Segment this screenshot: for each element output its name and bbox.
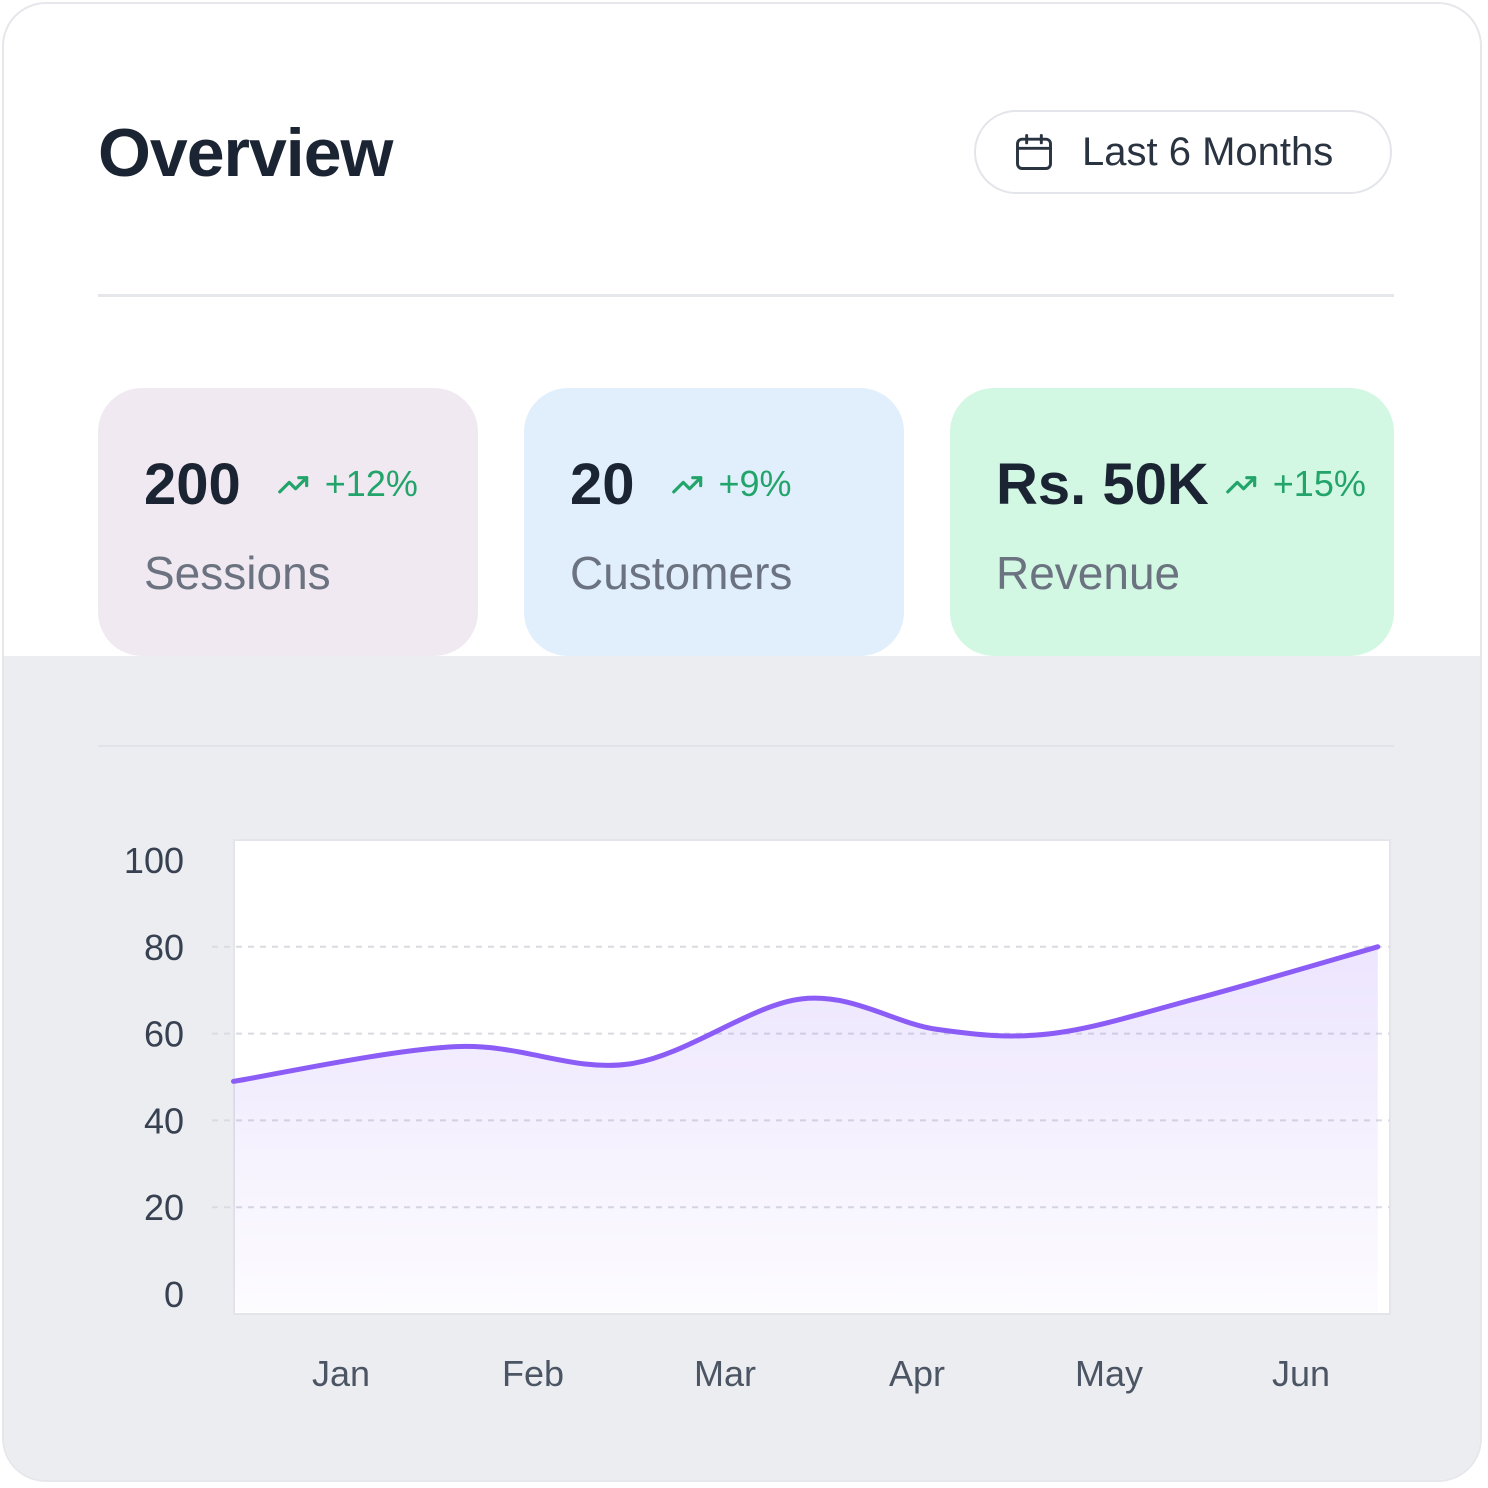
trend-up-icon: [671, 476, 702, 494]
period-selector-button[interactable]: Last 6 Months: [974, 110, 1392, 194]
x-tick-label: Feb: [502, 1353, 564, 1394]
x-tick-label: Jun: [1272, 1353, 1330, 1394]
stat-trend: +15%: [1223, 463, 1366, 505]
page-title: Overview: [98, 115, 393, 191]
stat-label: Customers: [570, 547, 793, 599]
calendar-icon: [1016, 134, 1052, 170]
series-area: [233, 946, 1378, 1312]
y-tick-label: 100: [124, 840, 184, 881]
x-tick-label: Apr: [889, 1353, 945, 1394]
stat-change: +9%: [718, 463, 792, 504]
stat-trend: +9%: [669, 463, 792, 505]
y-tick-label: 60: [144, 1014, 184, 1055]
period-label: Last 6 Months: [1082, 129, 1334, 174]
x-tick-label: May: [1075, 1353, 1143, 1394]
chart-divider: [98, 745, 1394, 747]
stat-card-customers: 20 +9% Customers: [524, 388, 904, 656]
stat-card-sessions: 200 +12% Sessions: [98, 388, 478, 656]
stat-label: Sessions: [144, 547, 331, 599]
header-divider: [98, 294, 1394, 297]
stat-change: +12%: [324, 463, 418, 504]
x-tick-label: Jan: [312, 1353, 370, 1394]
stat-value: 200: [144, 451, 241, 517]
stat-value: 20: [570, 451, 635, 517]
stat-label: Revenue: [996, 547, 1181, 599]
y-tick-label: 80: [144, 927, 184, 968]
y-tick-label: 40: [144, 1100, 184, 1141]
y-tick-label: 0: [164, 1274, 184, 1315]
stat-value: Rs. 50K: [996, 451, 1209, 517]
trend-up-icon: [1225, 476, 1257, 494]
trend-up-icon: [277, 476, 309, 494]
area-chart: 0 20 40 60 80 100 Jan Feb Mar Apr May Jun: [124, 839, 1391, 1394]
series-line: [230, 944, 1381, 1084]
stat-change: +15%: [1272, 463, 1366, 504]
y-tick-label: 20: [144, 1187, 184, 1228]
stat-card-revenue: Rs. 50K +15% Revenue: [950, 388, 1394, 656]
stat-trend: +12%: [275, 463, 418, 505]
x-tick-label: Mar: [694, 1353, 756, 1394]
